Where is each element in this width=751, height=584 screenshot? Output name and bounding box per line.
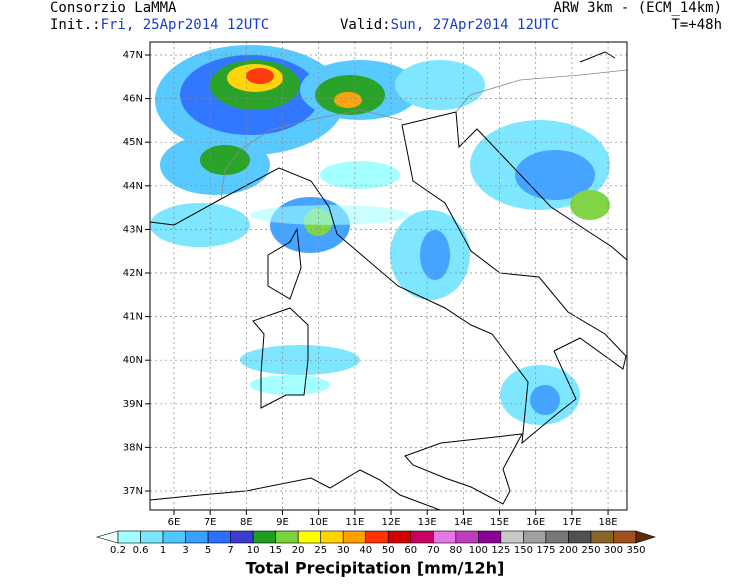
colorbar-segment xyxy=(478,530,502,544)
lat-label: 45N xyxy=(123,137,143,148)
lon-label: 8E xyxy=(240,517,253,528)
title: Consorzio LaMMA xyxy=(50,0,177,16)
colorbar-segment xyxy=(433,530,457,544)
colorbar-segment xyxy=(185,530,209,544)
init-label: Init.:Fri, 25Apr2014 12UTC xyxy=(50,17,269,33)
colorbar-label: 40 xyxy=(359,545,372,556)
colorbar-segment xyxy=(500,530,524,544)
valid-label-text: Valid: xyxy=(340,17,391,33)
colorbar-segment xyxy=(523,530,547,544)
colorbar-segment xyxy=(455,530,479,544)
colorbar-label: 100 xyxy=(469,545,488,556)
map-frame xyxy=(149,41,628,511)
lon-label: 6E xyxy=(168,517,181,528)
colorbar-label: 150 xyxy=(514,545,533,556)
colorbar-segment xyxy=(207,530,231,544)
colorbar-segment xyxy=(613,530,637,544)
colorbar-segment xyxy=(410,530,434,544)
lon-label: 10E xyxy=(309,517,328,528)
model: ARW 3km - (ECM_14km) xyxy=(553,0,722,16)
colorbar-segment xyxy=(297,530,321,544)
lat-label: 46N xyxy=(123,94,143,105)
lat-label: 39N xyxy=(123,399,143,410)
colorbar-segment xyxy=(140,530,164,544)
lat-label: 37N xyxy=(123,486,143,497)
lat-label: 44N xyxy=(123,181,143,192)
colorbar-label: 15 xyxy=(269,545,282,556)
colorbar-label: 3 xyxy=(182,545,188,556)
lon-label: 13E xyxy=(418,517,437,528)
colorbar-segment xyxy=(387,530,412,544)
colorbar-label: 10 xyxy=(247,545,260,556)
valid-date: Sun, 27Apr2014 12UTC xyxy=(391,17,560,33)
colorbar-label: 250 xyxy=(581,545,600,556)
colorbar-segment xyxy=(252,530,276,544)
colorbar-low xyxy=(95,530,119,544)
colorbar-label: 30 xyxy=(337,545,350,556)
colorbar-label: 0.6 xyxy=(133,545,149,556)
colorbar-segment xyxy=(568,530,592,544)
colorbar-label: 60 xyxy=(404,545,417,556)
colorbar-high xyxy=(635,530,656,544)
colorbar-segment xyxy=(545,530,569,544)
lon-label: 15E xyxy=(490,517,509,528)
colorbar-title: Total Precipitation [mm/12h] xyxy=(246,559,505,578)
lat-label: 43N xyxy=(123,224,143,235)
grid: 47N 46N 45N 44N 43N 42N 41N 40N 39N 38N 37N 6E 7E 8E 9… xyxy=(123,42,627,528)
lat-label: 40N xyxy=(123,355,143,366)
lon-label: 18E xyxy=(599,517,618,528)
lon-label: 12E xyxy=(381,517,400,528)
colorbar-label: 7 xyxy=(227,545,233,556)
lon-label: 7E xyxy=(204,517,217,528)
colorbar-segment xyxy=(590,530,614,544)
colorbar-label: 300 xyxy=(604,545,623,556)
lat-label: 42N xyxy=(123,268,143,279)
colorbar: 0.2 0.6 1 3 5 7 10 15 20 25 30 40 50 60 70 80 100 125 150 1… xyxy=(95,530,656,556)
colorbar-segment xyxy=(342,530,367,544)
colorbar-label: 5 xyxy=(205,545,211,556)
colorbar-label: 25 xyxy=(314,545,327,556)
lon-label: 11E xyxy=(345,517,364,528)
colorbar-label: 0.2 xyxy=(110,545,126,556)
colorbar-label: 20 xyxy=(292,545,305,556)
colorbar-segment xyxy=(320,530,344,544)
lon-label: 17E xyxy=(562,517,581,528)
valid-label: Valid:Sun, 27Apr2014 12UTC xyxy=(340,17,559,33)
colorbar-label: 1 xyxy=(160,545,166,556)
map: 47N 46N 45N 44N 43N 42N 41N 40N 39N 38N 37N 6E 7E 8E 9… xyxy=(123,41,628,528)
colorbar-segment xyxy=(365,530,389,544)
init-date: Fri, 25Apr2014 12UTC xyxy=(101,17,270,33)
lon-label: 9E xyxy=(276,517,289,528)
colorbar-label: 50 xyxy=(382,545,395,556)
colorbar-segment xyxy=(275,530,299,544)
colorbar-segment xyxy=(117,530,141,544)
colorbar-label: 350 xyxy=(626,545,645,556)
init-label-text: Init.: xyxy=(50,17,101,33)
lat-label: 41N xyxy=(123,312,143,323)
colorbar-label: 80 xyxy=(449,545,462,556)
colorbar-segment xyxy=(230,530,254,544)
colorbar-label: 175 xyxy=(536,545,555,556)
coastlines xyxy=(149,51,628,511)
lon-label: 16E xyxy=(526,517,545,528)
colorbar-label: 70 xyxy=(427,545,440,556)
lat-label: 47N xyxy=(123,50,143,61)
colorbar-label: 125 xyxy=(491,545,510,556)
borders xyxy=(220,69,628,200)
lat-label: 38N xyxy=(123,442,143,453)
colorbar-segment xyxy=(162,530,186,544)
lead-time: T=+48h xyxy=(671,17,722,33)
colorbar-label: 200 xyxy=(559,545,578,556)
lon-label: 14E xyxy=(454,517,473,528)
